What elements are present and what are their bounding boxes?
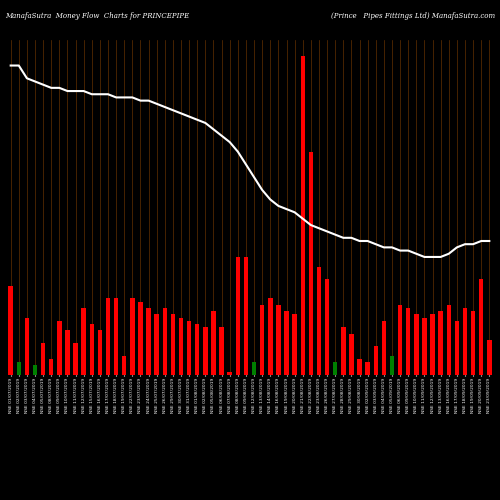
Bar — [41, 343, 46, 375]
Bar — [479, 280, 484, 375]
Bar — [65, 330, 70, 375]
Bar — [74, 343, 78, 375]
Text: (Prince   Pipes Fittings Ltd) ManafaSutra.com: (Prince Pipes Fittings Ltd) ManafaSutra.… — [331, 12, 495, 20]
Bar — [98, 330, 102, 375]
Bar — [154, 314, 159, 375]
Bar — [308, 152, 313, 375]
Bar — [374, 346, 378, 375]
Bar — [57, 321, 62, 375]
Bar — [138, 302, 142, 375]
Bar — [162, 308, 167, 375]
Bar — [487, 340, 492, 375]
Bar — [300, 56, 305, 375]
Text: ManafaSutra  Money Flow  Charts for PRINCEPIPE: ManafaSutra Money Flow Charts for PRINCE… — [5, 12, 189, 20]
Bar — [146, 308, 151, 375]
Bar — [341, 327, 345, 375]
Bar — [268, 298, 272, 375]
Bar — [114, 298, 118, 375]
Bar — [430, 314, 435, 375]
Bar — [252, 362, 256, 375]
Bar — [82, 308, 86, 375]
Bar — [220, 327, 224, 375]
Bar — [406, 308, 410, 375]
Bar — [276, 305, 280, 375]
Bar — [316, 266, 321, 375]
Bar — [16, 362, 21, 375]
Bar — [49, 359, 54, 375]
Bar — [398, 305, 402, 375]
Bar — [212, 311, 216, 375]
Bar — [325, 280, 330, 375]
Bar — [130, 298, 134, 375]
Bar — [422, 318, 426, 375]
Bar — [122, 356, 126, 375]
Bar — [195, 324, 200, 375]
Bar — [366, 362, 370, 375]
Bar — [170, 314, 175, 375]
Bar — [333, 362, 338, 375]
Bar — [203, 327, 207, 375]
Bar — [463, 308, 467, 375]
Bar — [390, 356, 394, 375]
Bar — [260, 305, 264, 375]
Bar — [106, 298, 110, 375]
Bar — [358, 359, 362, 375]
Bar — [187, 321, 192, 375]
Bar — [228, 372, 232, 375]
Bar — [244, 257, 248, 375]
Bar — [446, 305, 451, 375]
Bar — [90, 324, 94, 375]
Bar — [414, 314, 418, 375]
Bar — [24, 318, 29, 375]
Bar — [382, 321, 386, 375]
Bar — [438, 311, 443, 375]
Bar — [33, 366, 37, 375]
Bar — [292, 314, 297, 375]
Bar — [284, 311, 288, 375]
Bar — [471, 311, 476, 375]
Bar — [236, 257, 240, 375]
Bar — [8, 286, 13, 375]
Bar — [349, 334, 354, 375]
Bar — [454, 321, 459, 375]
Bar — [179, 318, 184, 375]
